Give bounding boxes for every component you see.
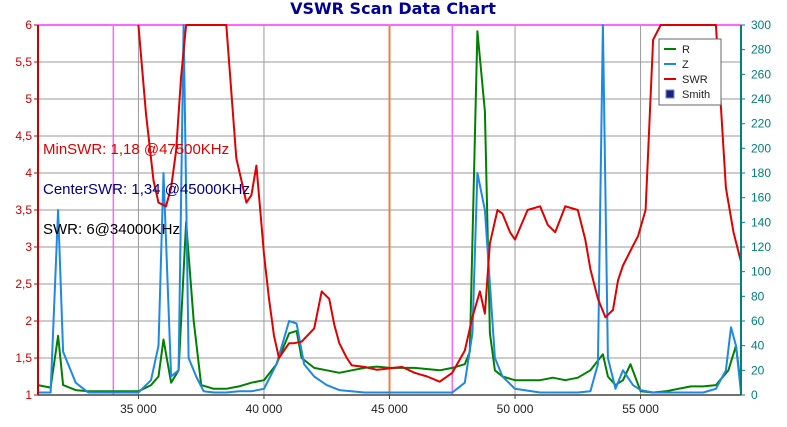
- y-right-tick-label: 260: [751, 67, 771, 81]
- y-right-tick-label: 0: [751, 388, 758, 402]
- x-tick-label: 50 000: [497, 402, 534, 416]
- series-line-r: [37, 30, 742, 394]
- y-right-tick-label: 60: [751, 314, 765, 328]
- y-left-tick-label: 1: [25, 388, 32, 402]
- y-right-tick-label: 280: [751, 43, 771, 57]
- y-right-tick-label: 180: [751, 166, 771, 180]
- min-swr-annotation: MinSWR: 1,18 @47500KHz: [43, 141, 229, 158]
- x-tick-label: 40 000: [246, 402, 283, 416]
- y-left-tick-label: 5: [25, 92, 32, 106]
- chart-title: VSWR Scan Data Chart: [290, 0, 496, 18]
- x-tick-label: 45 000: [371, 402, 408, 416]
- legend-entry-r[interactable]: R: [664, 44, 690, 56]
- y-right-tick-label: 200: [751, 141, 771, 155]
- legend-label: R: [682, 44, 690, 56]
- y-left-tick-label: 2,5: [15, 277, 32, 291]
- y-left-tick-label: 5,5: [15, 55, 32, 69]
- legend-entry-smith[interactable]: Smith: [665, 89, 710, 101]
- y-right-tick-label: 220: [751, 117, 771, 131]
- annotations: MinSWR: 1,18 @47500KHz CenterSWR: 1,34 @4…: [43, 141, 250, 238]
- y-left-tick-label: 4,5: [15, 129, 32, 143]
- y-right-tick-label: 300: [751, 18, 771, 32]
- legend-swatch-smith: [665, 89, 675, 99]
- legend[interactable]: RZ SWR Smith: [658, 38, 722, 106]
- y-right-tick-label: 80: [751, 289, 765, 303]
- marker-lines: [38, 24, 741, 395]
- y-right-tick-label: 20: [751, 363, 765, 377]
- y-right-tick-label: 140: [751, 215, 771, 229]
- y-right-tick-label: 160: [751, 191, 771, 205]
- y-right-tick-label: 120: [751, 240, 771, 254]
- swr-annotation: SWR: 6@34000KHz: [43, 221, 180, 238]
- y-left-tick-label: 4: [25, 166, 32, 180]
- legend-label: SWR: [682, 74, 708, 86]
- legend-label: Z: [682, 59, 689, 71]
- legend-entry-z[interactable]: Z: [664, 59, 689, 71]
- y-right-tick-label: 100: [751, 265, 771, 279]
- series-line-z: [38, 24, 742, 394]
- y-right-tick-label: 40: [751, 339, 765, 353]
- axes: 11,522,533,544,555,560204060801001201401…: [15, 18, 771, 416]
- series-line-swr: [137, 24, 742, 383]
- x-tick-label: 35 000: [120, 402, 157, 416]
- x-tick-label: 55 000: [622, 402, 659, 416]
- y-right-tick-label: 240: [751, 92, 771, 106]
- y-left-tick-label: 6: [25, 18, 32, 32]
- y-left-tick-label: 3,5: [15, 203, 32, 217]
- y-left-tick-label: 1,5: [15, 351, 32, 365]
- legend-label: Smith: [682, 89, 710, 101]
- y-left-tick-label: 2: [25, 314, 32, 328]
- center-swr-annotation: CenterSWR: 1,34 @45000KHz: [43, 181, 250, 198]
- series-layer: [37, 24, 742, 394]
- legend-entry-swr[interactable]: SWR: [664, 74, 708, 86]
- y-left-tick-label: 3: [25, 240, 32, 254]
